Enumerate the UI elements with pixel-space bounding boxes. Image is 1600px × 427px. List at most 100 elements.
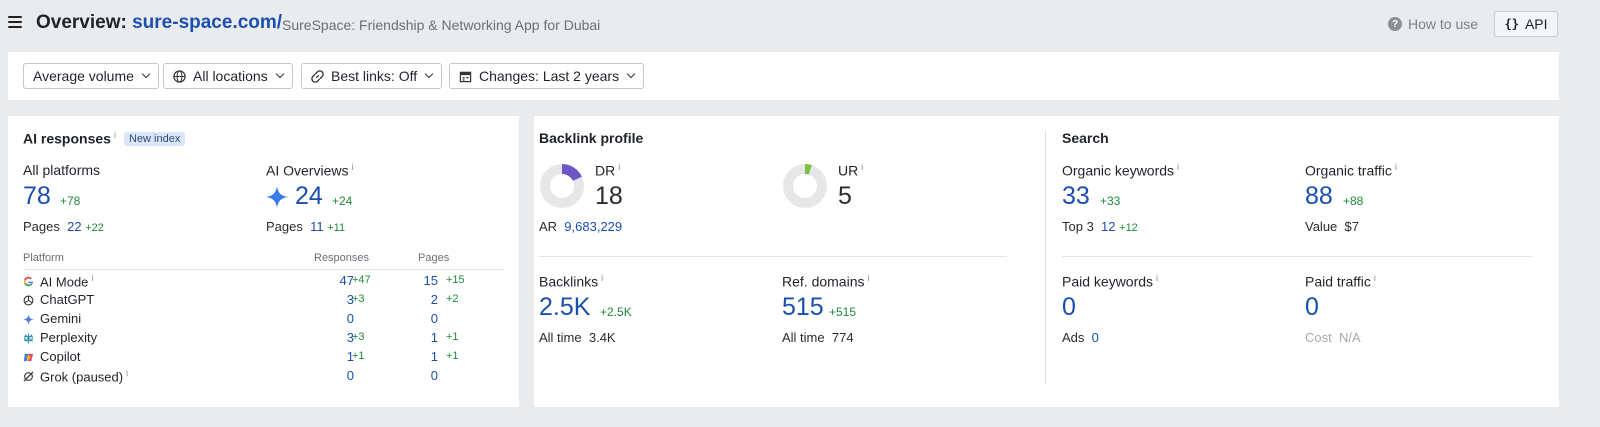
ai-overviews-value[interactable]: 24 <box>295 182 323 210</box>
filter-bar: Average volume All locations Best links:… <box>8 52 1559 100</box>
ref-domains-all-time: All time 774 <box>782 330 854 345</box>
info-icon[interactable]: i <box>1156 273 1159 283</box>
info-icon[interactable]: i <box>126 368 129 378</box>
paid-traffic-label: Paid traffic i <box>1305 273 1376 290</box>
help-icon: ? <box>1388 17 1402 31</box>
volume-filter-dropdown[interactable]: Average volume <box>23 63 159 89</box>
organic-keywords-value[interactable]: 33 <box>1062 182 1090 210</box>
copilot-icon <box>23 353 34 362</box>
ref-domains-delta: +515 <box>829 305 857 319</box>
best-links-filter-dropdown[interactable]: Best links: Off <box>301 63 443 89</box>
organic-traffic-delta: +88 <box>1343 194 1364 208</box>
info-icon[interactable]: i <box>91 273 94 283</box>
info-icon[interactable]: i <box>113 130 116 140</box>
globe-icon <box>173 69 186 83</box>
backlinks-delta: +2.5K <box>600 305 632 319</box>
calendar-icon <box>459 71 472 82</box>
how-to-use-label: How to use <box>1408 16 1479 32</box>
paid-keywords-label: Paid keywords i <box>1062 273 1159 290</box>
code-braces-icon: {} <box>1504 17 1519 31</box>
all-platforms-pages-value[interactable]: 22 <box>67 219 82 234</box>
ar-row: AR 9,683,229 <box>539 219 623 234</box>
info-icon[interactable]: i <box>1394 162 1397 172</box>
top3-row: Top 3 12 +12 <box>1062 219 1138 234</box>
locations-filter-label: All locations <box>193 68 268 84</box>
ur-donut-chart <box>783 164 827 208</box>
ads-row: Ads 0 <box>1062 330 1099 345</box>
info-icon[interactable]: i <box>1177 162 1180 172</box>
changes-filter-dropdown[interactable]: Changes: Last 2 years <box>449 63 645 89</box>
ur-label: UR i <box>838 162 864 179</box>
chevron-down-icon <box>141 69 151 79</box>
table-row-ai-mode[interactable]: AI Mode i 47 +47 15 +15 <box>23 272 504 291</box>
backlink-search-card: Backlink profile DR i 18 AR 9,683,229 UR i… <box>534 116 1559 407</box>
ai-overviews-pages-value[interactable]: 11 <box>310 219 324 234</box>
ai-overviews-label: AI Overviews i <box>266 162 354 179</box>
chevron-down-icon <box>424 69 434 79</box>
ads-value[interactable]: 0 <box>1091 330 1099 345</box>
how-to-use-link[interactable]: ? How to use <box>1388 16 1478 32</box>
chatgpt-icon <box>23 295 34 306</box>
ar-value[interactable]: 9,683,229 <box>564 219 623 234</box>
backlinks-all-time: All time 3.4K <box>539 330 616 345</box>
organic-traffic-label: Organic traffic i <box>1305 162 1397 179</box>
table-divider <box>23 269 504 270</box>
title-prefix: Overview: <box>36 12 127 33</box>
dr-donut-chart <box>540 164 584 208</box>
ai-responses-card: AI responses i New index All platforms 78… <box>8 116 519 407</box>
platform-column-header: Platform <box>23 252 64 264</box>
info-icon[interactable]: i <box>1373 273 1376 283</box>
perplexity-icon <box>24 333 33 344</box>
divider <box>539 256 1007 257</box>
section-divider <box>1045 130 1046 384</box>
table-row-copilot[interactable]: Copilot 1 +1 1 +1 <box>23 348 504 367</box>
gemini-icon <box>23 314 34 325</box>
ref-domains-value[interactable]: 515 <box>782 293 824 321</box>
traffic-value-row: Value $7 <box>1305 219 1359 234</box>
page-title: Overview: sure-space.com/ <box>36 12 282 34</box>
paid-traffic-value[interactable]: 0 <box>1305 293 1319 321</box>
all-platforms-pages: Pages 22 +22 <box>23 219 104 234</box>
info-icon[interactable]: i <box>351 162 354 172</box>
table-row-perplexity[interactable]: Perplexity 3 +3 1 +1 <box>23 329 504 348</box>
organic-traffic-value[interactable]: 88 <box>1305 182 1333 210</box>
backlinks-label: Backlinks i <box>539 273 604 290</box>
page-subtitle: SureSpace: Friendship & Networking App f… <box>282 17 601 33</box>
google-icon <box>23 276 34 287</box>
hamburger-menu-icon[interactable] <box>8 16 22 28</box>
info-icon[interactable]: i <box>861 162 864 172</box>
domain-link[interactable]: sure-space.com/ <box>132 12 283 33</box>
volume-filter-label: Average volume <box>33 68 134 84</box>
api-label: API <box>1524 16 1548 32</box>
backlinks-value[interactable]: 2.5K <box>539 293 591 321</box>
table-row-chatgpt[interactable]: ChatGPT 3 +3 2 +2 <box>23 291 504 310</box>
table-row-grok[interactable]: Grok (paused) i 0 0 <box>23 367 504 386</box>
table-row-gemini[interactable]: Gemini 0 0 <box>23 310 504 329</box>
page-header: Overview: sure-space.com/ SureSpace: Fri… <box>0 0 1600 48</box>
all-platforms-value[interactable]: 78 <box>23 182 51 210</box>
info-icon[interactable]: i <box>601 273 604 283</box>
sparkle-icon <box>266 186 288 208</box>
top3-value[interactable]: 12 <box>1101 219 1116 234</box>
divider <box>1062 256 1532 257</box>
grok-icon <box>23 371 34 382</box>
all-platforms-delta: +78 <box>60 194 81 208</box>
locations-filter-dropdown[interactable]: All locations <box>163 63 293 89</box>
chevron-down-icon <box>626 69 636 79</box>
ai-overviews-delta: +24 <box>332 194 353 208</box>
info-icon[interactable]: i <box>618 162 621 172</box>
responses-column-header[interactable]: Responses <box>314 252 370 264</box>
pages-column-header[interactable]: Pages <box>418 252 450 264</box>
new-index-badge: New index <box>124 132 186 146</box>
ai-responses-title: AI responses i <box>23 130 116 147</box>
best-links-filter-label: Best links: Off <box>331 68 418 84</box>
organic-keywords-label: Organic keywords i <box>1062 162 1180 179</box>
info-icon[interactable]: i <box>867 273 870 283</box>
changes-filter-label: Changes: Last 2 years <box>479 68 620 84</box>
api-button[interactable]: {} API <box>1494 11 1558 37</box>
organic-keywords-delta: +33 <box>1100 194 1121 208</box>
paid-keywords-value[interactable]: 0 <box>1062 293 1076 321</box>
search-title: Search <box>1062 130 1109 146</box>
chevron-down-icon <box>275 69 284 79</box>
cost-row: Cost N/A <box>1305 330 1361 345</box>
